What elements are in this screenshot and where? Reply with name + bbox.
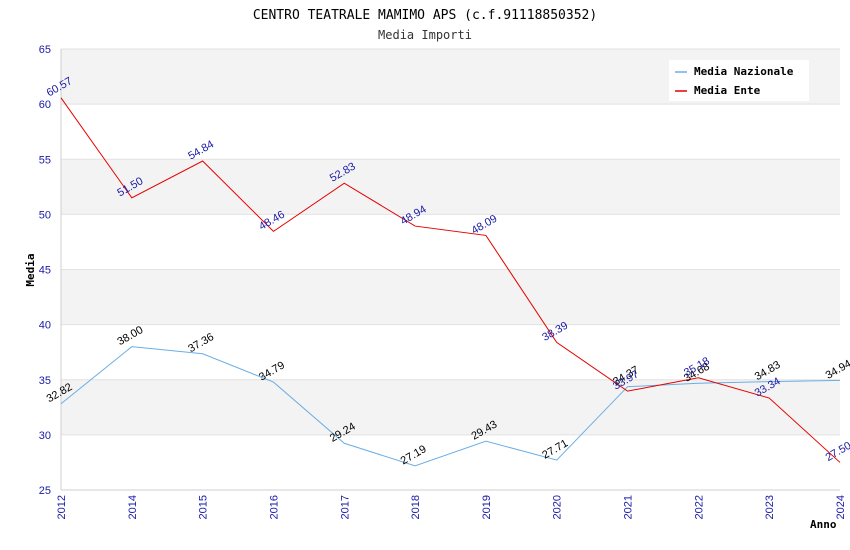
series-line-1 bbox=[60, 97, 841, 463]
y-tick-label: 25 bbox=[39, 485, 51, 497]
y-tick-label: 50 bbox=[39, 209, 51, 221]
chart-title: CENTRO TEATRALE MAMIMO APS (c.f.91118850… bbox=[253, 8, 597, 23]
legend: Media Nazionale Media Ente bbox=[669, 60, 809, 101]
y-tick-label: 60 bbox=[39, 99, 51, 111]
plot-band bbox=[61, 379, 840, 435]
x-tick-label: 2012 bbox=[56, 495, 68, 519]
plot-band bbox=[61, 159, 840, 215]
series-line-0 bbox=[60, 346, 841, 467]
x-tick-label: 2023 bbox=[764, 495, 776, 519]
x-tick-label: 2021 bbox=[623, 495, 635, 519]
legend-label-media-ente: Media Ente bbox=[694, 84, 761, 97]
y-axis-ticks: 25 30 35 40 45 50 55 60 65 bbox=[39, 44, 51, 497]
plot-band bbox=[61, 104, 840, 160]
x-tick-label: 2017 bbox=[339, 495, 351, 519]
y-axis-label: Media bbox=[24, 253, 37, 286]
y-tick-label: 45 bbox=[39, 265, 51, 277]
y-tick-label: 35 bbox=[39, 375, 51, 387]
series-lines bbox=[60, 97, 841, 467]
plot-background bbox=[61, 49, 840, 490]
y-tick-label: 65 bbox=[39, 44, 51, 56]
x-tick-label: 2015 bbox=[198, 495, 210, 519]
legend-box bbox=[669, 60, 809, 101]
y-tick-label: 55 bbox=[39, 154, 51, 166]
x-tick-label: 2019 bbox=[481, 495, 493, 519]
y-tick-label: 40 bbox=[39, 320, 51, 332]
plot-band bbox=[61, 269, 840, 325]
x-axis-ticks: 2012 2014 2015 2016 2017 2018 2019 2020 2021 2022… bbox=[56, 495, 847, 519]
x-tick-label: 2024 bbox=[835, 495, 847, 519]
x-axis-label: Anno bbox=[810, 518, 837, 531]
plot-band bbox=[61, 434, 840, 490]
plot-band bbox=[61, 324, 840, 380]
x-tick-label: 2022 bbox=[693, 495, 705, 519]
legend-label-media-nazionale: Media Nazionale bbox=[694, 65, 794, 78]
axes bbox=[60, 49, 840, 491]
plot-band bbox=[61, 214, 840, 270]
x-tick-label: 2016 bbox=[268, 495, 280, 519]
x-tick-label: 2014 bbox=[127, 495, 139, 519]
x-tick-label: 2020 bbox=[552, 495, 564, 519]
x-tick-label: 2018 bbox=[410, 495, 422, 519]
y-tick-label: 30 bbox=[39, 430, 51, 442]
chart-subtitle: Media Importi bbox=[378, 28, 472, 42]
